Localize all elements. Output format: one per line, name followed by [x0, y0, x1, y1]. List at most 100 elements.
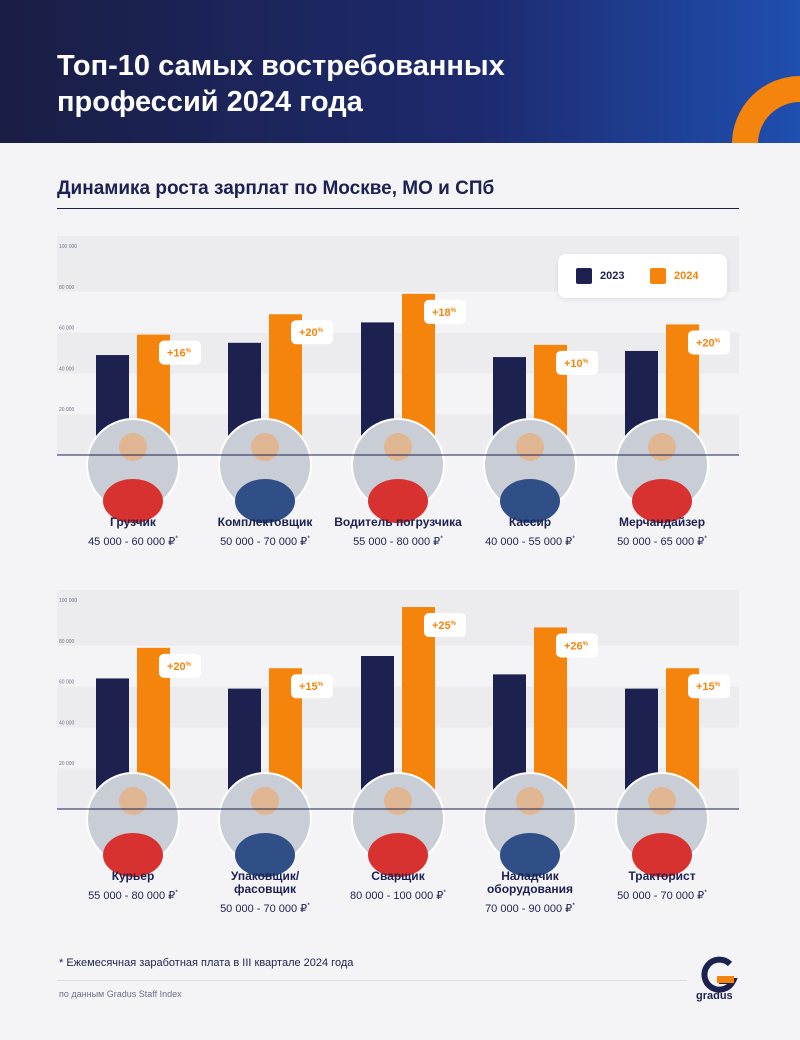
growth-badge-label: +20%	[299, 327, 324, 339]
salary-footnote-mark: *	[443, 889, 446, 897]
salary-range: 55 000 - 80 000 ₽*	[88, 889, 178, 902]
salary-range: 45 000 - 60 000 ₽*	[88, 535, 178, 548]
source-note: по данным Gradus Staff Index	[59, 989, 182, 999]
gradus-logo-icon	[701, 956, 738, 993]
salary-range: 50 000 - 70 000 ₽*	[617, 889, 707, 902]
profession-name: Водитель погрузчика	[334, 515, 462, 529]
person-body-icon	[103, 833, 163, 877]
legend-swatch-2024	[650, 268, 666, 284]
person-body-icon	[235, 833, 295, 877]
salary-footnote-mark: *	[307, 535, 310, 543]
gradus-logo-text: gradus	[696, 990, 733, 1002]
growth-badge-label: +15%	[299, 681, 324, 693]
profession-caption: Наладчик оборудования 70 000 - 90 000 ₽*	[465, 870, 595, 916]
header-banner: Топ-10 самых востребованных профессий 20…	[0, 0, 800, 143]
salary-range: 50 000 - 70 000 ₽*	[220, 535, 310, 548]
growth-badge-label: +16%	[167, 348, 192, 360]
person-head-icon	[384, 787, 412, 815]
y-tick-label: 20 000	[59, 407, 75, 413]
worker-photo	[483, 772, 577, 877]
profession-caption: Комплектовщик 50 000 - 70 000 ₽*	[200, 515, 330, 549]
person-body-icon	[632, 833, 692, 877]
worker-photo	[218, 772, 312, 877]
grid-band	[57, 605, 739, 646]
person-head-icon	[251, 787, 279, 815]
growth-badge	[688, 674, 730, 699]
worker-photo	[483, 418, 577, 523]
profession-name: Грузчик	[110, 515, 156, 529]
profession-name: Упаковщик/ фасовщик	[230, 869, 300, 896]
person-head-icon	[516, 433, 544, 461]
worker-photo	[86, 418, 180, 523]
salary-range: 50 000 - 70 000 ₽*	[220, 902, 310, 915]
grid-band	[57, 291, 739, 333]
growth-badge	[424, 299, 466, 324]
profession-name: Сварщик	[371, 869, 425, 883]
growth-badge-label: +15%	[696, 681, 721, 693]
growth-badge-label: +10%	[564, 358, 589, 370]
salary-range: 70 000 - 90 000 ₽*	[485, 902, 575, 915]
page-title: Топ-10 самых востребованных профессий 20…	[57, 50, 505, 118]
salary-footnote-mark: *	[704, 889, 707, 897]
y-tick-label: 40 000	[59, 720, 75, 726]
profession-caption: Мерчандайзер 50 000 - 65 000 ₽*	[597, 515, 727, 549]
y-tick-label: 20 000	[59, 761, 75, 767]
orange-ring-decoration	[732, 76, 800, 143]
growth-badge	[556, 633, 598, 658]
legend-label-2023: 2023	[600, 270, 625, 282]
person-head-icon	[648, 433, 676, 461]
growth-badge-label: +26%	[564, 640, 589, 652]
profession-caption: Упаковщик/ фасовщик 50 000 - 70 000 ₽*	[200, 869, 330, 916]
growth-badge	[424, 613, 466, 638]
growth-badge	[688, 330, 730, 355]
person-head-icon	[516, 787, 544, 815]
chart-svg-bottom: 20 000 40 000 60 000 80 000 100 000 +20% +15% +…	[57, 590, 739, 877]
salary-footnote-mark: *	[572, 902, 575, 910]
profession-name: Комплектовщик	[217, 515, 313, 529]
y-tick-label: 100 000	[59, 244, 77, 250]
salary-footnote-mark: *	[440, 535, 443, 543]
salary-range: 55 000 - 80 000 ₽*	[353, 535, 443, 548]
worker-photo	[351, 418, 445, 523]
person-body-icon	[103, 479, 163, 523]
y-tick-label: 80 000	[59, 639, 75, 645]
legend-swatch-2023	[576, 268, 592, 284]
footer-divider	[57, 980, 687, 981]
legend-label-2024: 2024	[674, 270, 699, 282]
footnote-text: Ежемесячная заработная плата в III кварт…	[66, 957, 354, 969]
person-body-icon	[235, 479, 295, 523]
growth-badge	[159, 653, 201, 678]
grid-band-top	[57, 590, 739, 605]
footnote-mark: *	[59, 957, 64, 969]
subtitle-divider	[57, 208, 739, 209]
worker-photo	[351, 772, 445, 877]
salary-range: 50 000 - 65 000 ₽*	[617, 535, 707, 548]
chart-subtitle: Динамика роста зарплат по Москве, МО и С…	[57, 178, 495, 199]
person-head-icon	[384, 433, 412, 461]
chart-legend: 2023 2024	[558, 254, 727, 298]
profession-caption: Водитель погрузчика 55 000 - 80 000 ₽*	[333, 515, 463, 549]
person-head-icon	[648, 787, 676, 815]
y-tick-label: 40 000	[59, 366, 75, 372]
footnote: * Ежемесячная заработная плата в III ква…	[59, 957, 353, 969]
person-head-icon	[251, 433, 279, 461]
salary-footnote-mark: *	[704, 535, 707, 543]
y-tick-label: 100 000	[59, 598, 77, 604]
salary-footnote-mark: *	[175, 889, 178, 897]
salary-range: 80 000 - 100 000 ₽*	[350, 889, 446, 902]
salary-range: 40 000 - 55 000 ₽*	[485, 535, 575, 548]
growth-badge-label: +25%	[432, 620, 457, 632]
person-body-icon	[500, 479, 560, 523]
profession-caption: Тракторист 50 000 - 70 000 ₽*	[597, 870, 727, 903]
worker-photo	[615, 418, 709, 523]
profession-name: Мерчандайзер	[618, 515, 706, 529]
growth-badge	[291, 674, 333, 699]
person-head-icon	[119, 787, 147, 815]
profession-caption: Кассир 40 000 - 55 000 ₽*	[465, 516, 595, 549]
person-head-icon	[119, 433, 147, 461]
salary-footnote-mark: *	[572, 535, 575, 543]
growth-badge	[159, 340, 201, 365]
profession-caption: Сварщик 80 000 - 100 000 ₽*	[333, 869, 463, 903]
chart-panel-bottom: 20 000 40 000 60 000 80 000 100 000 +20% +15% +…	[57, 590, 739, 920]
y-tick-label: 60 000	[59, 680, 75, 686]
